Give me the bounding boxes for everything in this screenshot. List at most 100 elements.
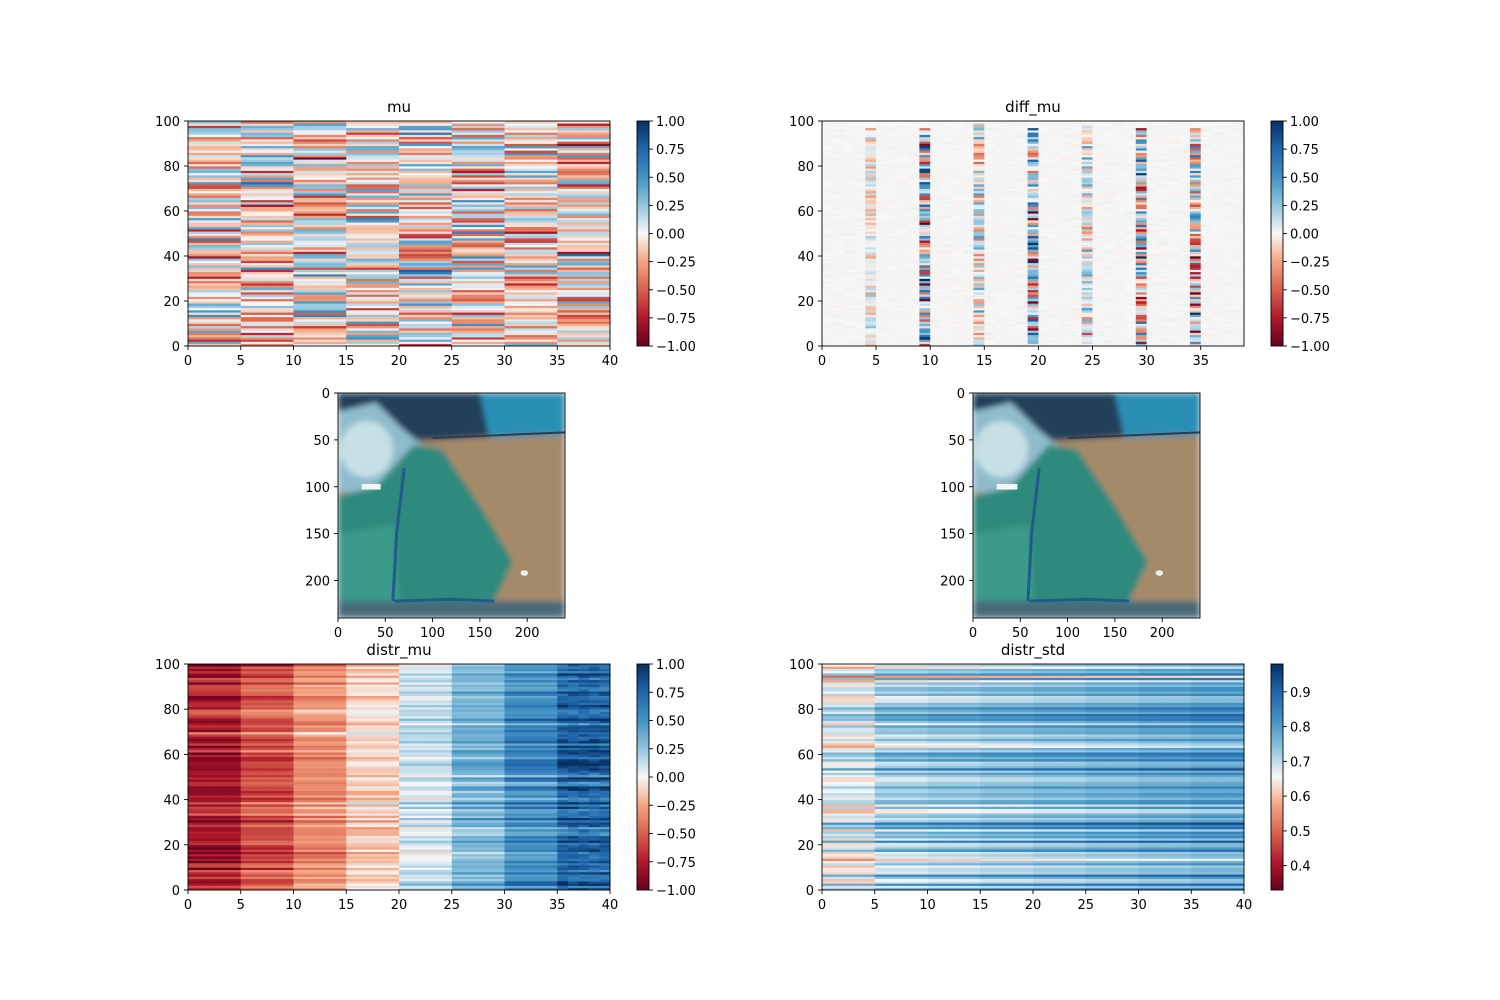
heatmap-cell (325, 184, 337, 187)
heatmap-cell (198, 132, 210, 135)
heatmap-cell (272, 143, 284, 147)
heatmap-cell (251, 217, 263, 221)
heatmap-cell (272, 267, 284, 270)
heatmap-cell (504, 262, 516, 266)
heatmap-cell (388, 172, 400, 176)
heatmap-cell (251, 312, 263, 315)
heatmap-cell (472, 166, 484, 169)
heatmap-cell (240, 152, 252, 156)
heatmap-cell (230, 159, 242, 162)
heatmap-cell (304, 161, 315, 165)
heatmap-cell (346, 231, 358, 234)
heatmap-cell (377, 172, 389, 176)
heatmap-cell (876, 294, 888, 297)
heatmap-cell (251, 184, 263, 187)
heatmap-cell (430, 260, 442, 264)
heatmap-cell (251, 136, 263, 140)
heatmap-cell (293, 296, 305, 300)
heatmap-cell (822, 328, 834, 331)
heatmap-cell (493, 321, 505, 324)
heatmap-cell (1005, 319, 1018, 322)
heatmap-cell (536, 334, 548, 338)
heatmap-cell (282, 220, 294, 223)
heatmap-cell (219, 332, 231, 336)
heatmap-cell (388, 312, 400, 315)
heatmap-cell (304, 296, 315, 300)
heatmap-cell (209, 123, 220, 126)
heatmap-cell (399, 202, 410, 205)
heatmap-cell (578, 161, 590, 165)
heatmap-cell (599, 132, 611, 135)
heatmap-cell (420, 195, 431, 198)
heatmap-cell (462, 334, 474, 338)
heatmap-cell (854, 314, 866, 318)
heatmap-cell (1222, 325, 1234, 329)
heatmap-cell (188, 136, 199, 140)
heatmap-cell (430, 188, 442, 192)
heatmap-cell (335, 258, 347, 261)
heatmap-cell (1038, 339, 1050, 342)
heatmap-cell (388, 121, 400, 124)
heatmap-cell (240, 260, 252, 264)
heatmap-cell (557, 240, 569, 243)
heatmap-cell (504, 190, 516, 194)
heatmap-cell (325, 256, 337, 259)
heatmap-cell (261, 343, 273, 347)
heatmap-cell (272, 177, 284, 180)
heatmap-cell (388, 123, 400, 126)
heatmap-cell (346, 294, 358, 297)
heatmap-cell (451, 343, 463, 347)
heatmap-cell (420, 202, 431, 205)
heatmap-cell (356, 292, 368, 295)
heatmap-cell (335, 247, 347, 250)
heatmap-cell (525, 341, 537, 345)
heatmap-cell (515, 256, 526, 259)
heatmap-cell (430, 321, 442, 324)
heatmap-cell (356, 206, 368, 210)
heatmap-cell (567, 280, 579, 284)
heatmap-cell (377, 123, 389, 126)
heatmap-cell (388, 314, 400, 318)
heatmap-cell (293, 222, 305, 225)
heatmap-cell (219, 280, 231, 284)
heatmap-cell (536, 305, 548, 309)
heatmap-cell (388, 244, 400, 248)
heatmap-cell (293, 312, 305, 315)
heatmap-cell (504, 170, 516, 174)
heatmap-cell (209, 199, 220, 203)
heatmap-cell (335, 145, 347, 149)
heatmap-cell (346, 217, 358, 221)
heatmap-cell (293, 211, 305, 214)
heatmap-cell (346, 215, 358, 219)
heatmap-cell (441, 231, 453, 234)
heatmap-cell (493, 170, 505, 174)
heatmap-cell (462, 130, 474, 133)
heatmap-cell (546, 199, 558, 203)
heatmap-cell (377, 213, 389, 216)
heatmap-cell (430, 296, 442, 300)
heatmap-cell (1070, 332, 1083, 336)
heatmap-cell (599, 337, 611, 340)
heatmap-cell (462, 262, 474, 266)
heatmap-cell (198, 181, 210, 185)
heatmap-cell (557, 235, 569, 239)
heatmap-cell (399, 148, 410, 151)
heatmap-cell (973, 321, 985, 324)
heatmap-cell (240, 316, 252, 320)
heatmap-cell (409, 325, 421, 329)
heatmap-cell (451, 339, 463, 342)
heatmap-cell (462, 150, 474, 153)
heatmap-cell (451, 337, 463, 340)
heatmap-cell (282, 226, 294, 230)
heatmap-cell (420, 170, 431, 174)
heatmap-cell (230, 229, 242, 232)
heatmap-cell (984, 343, 996, 347)
heatmap-cell (1168, 339, 1180, 342)
heatmap-cell (536, 242, 548, 246)
heatmap-cell (546, 310, 558, 313)
heatmap-cell (356, 127, 368, 131)
heatmap-cell (261, 161, 273, 165)
heatmap-cell (483, 307, 495, 311)
heatmap-cell (515, 123, 526, 126)
heatmap-cell (314, 204, 326, 207)
